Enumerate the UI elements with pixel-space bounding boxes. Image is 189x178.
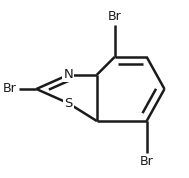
Text: Br: Br: [140, 155, 153, 168]
Text: S: S: [64, 97, 73, 110]
Text: N: N: [64, 68, 73, 81]
Text: Br: Br: [108, 10, 122, 23]
Text: Br: Br: [3, 82, 17, 96]
